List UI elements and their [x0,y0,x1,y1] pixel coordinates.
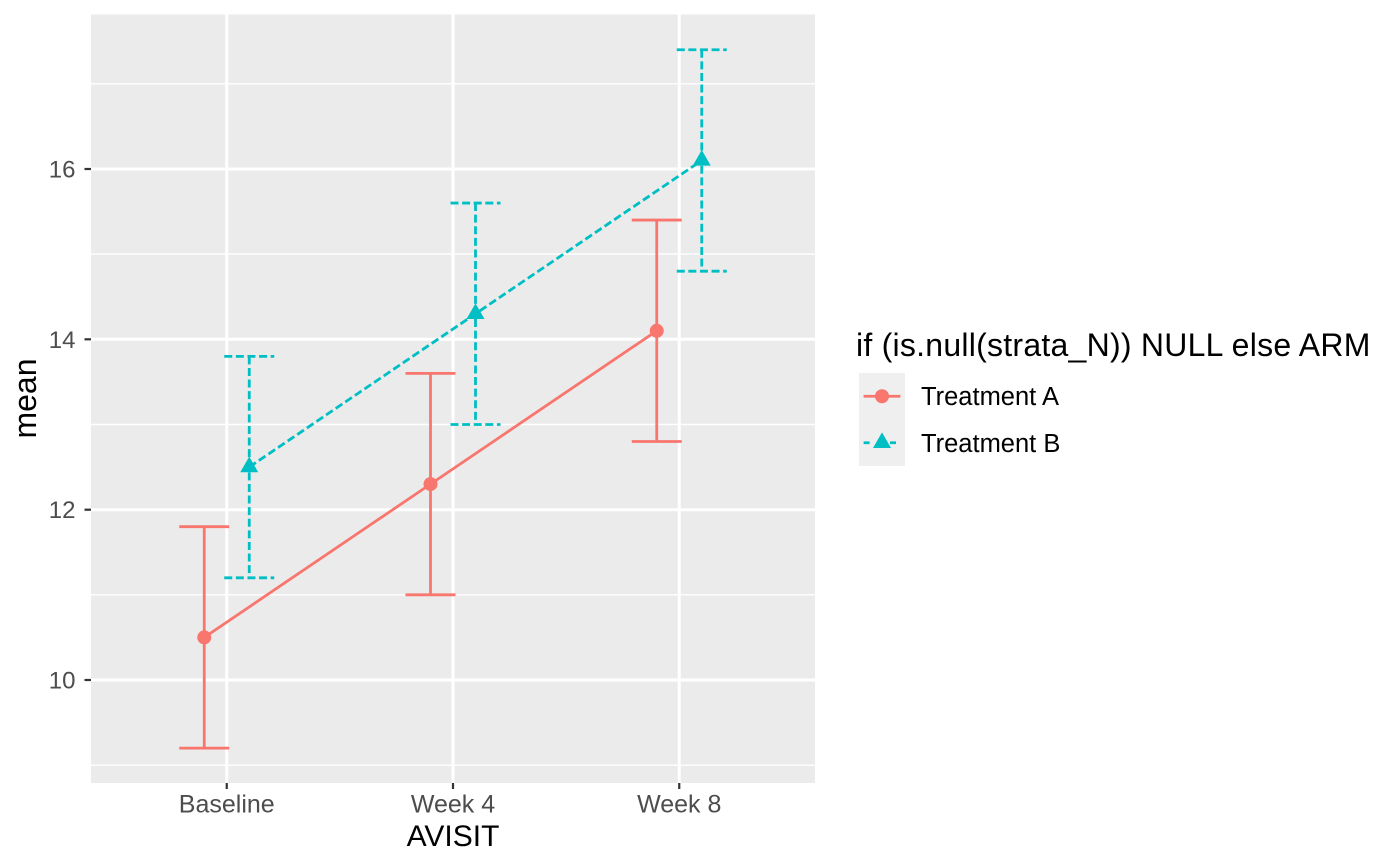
svg-text:mean: mean [7,358,43,438]
svg-text:AVISIT: AVISIT [407,820,500,853]
svg-text:12: 12 [49,497,76,524]
svg-text:14: 14 [49,327,76,354]
svg-text:if (is.null(strata_N)) NULL el: if (is.null(strata_N)) NULL else ARM [856,327,1371,363]
svg-text:16: 16 [49,157,76,184]
svg-text:Treatment A: Treatment A [921,383,1059,411]
svg-text:Baseline: Baseline [179,791,275,819]
svg-text:10: 10 [49,668,76,695]
svg-text:Treatment B: Treatment B [921,430,1060,458]
svg-text:Week 4: Week 4 [411,791,495,819]
svg-text:Week 8: Week 8 [637,791,721,819]
